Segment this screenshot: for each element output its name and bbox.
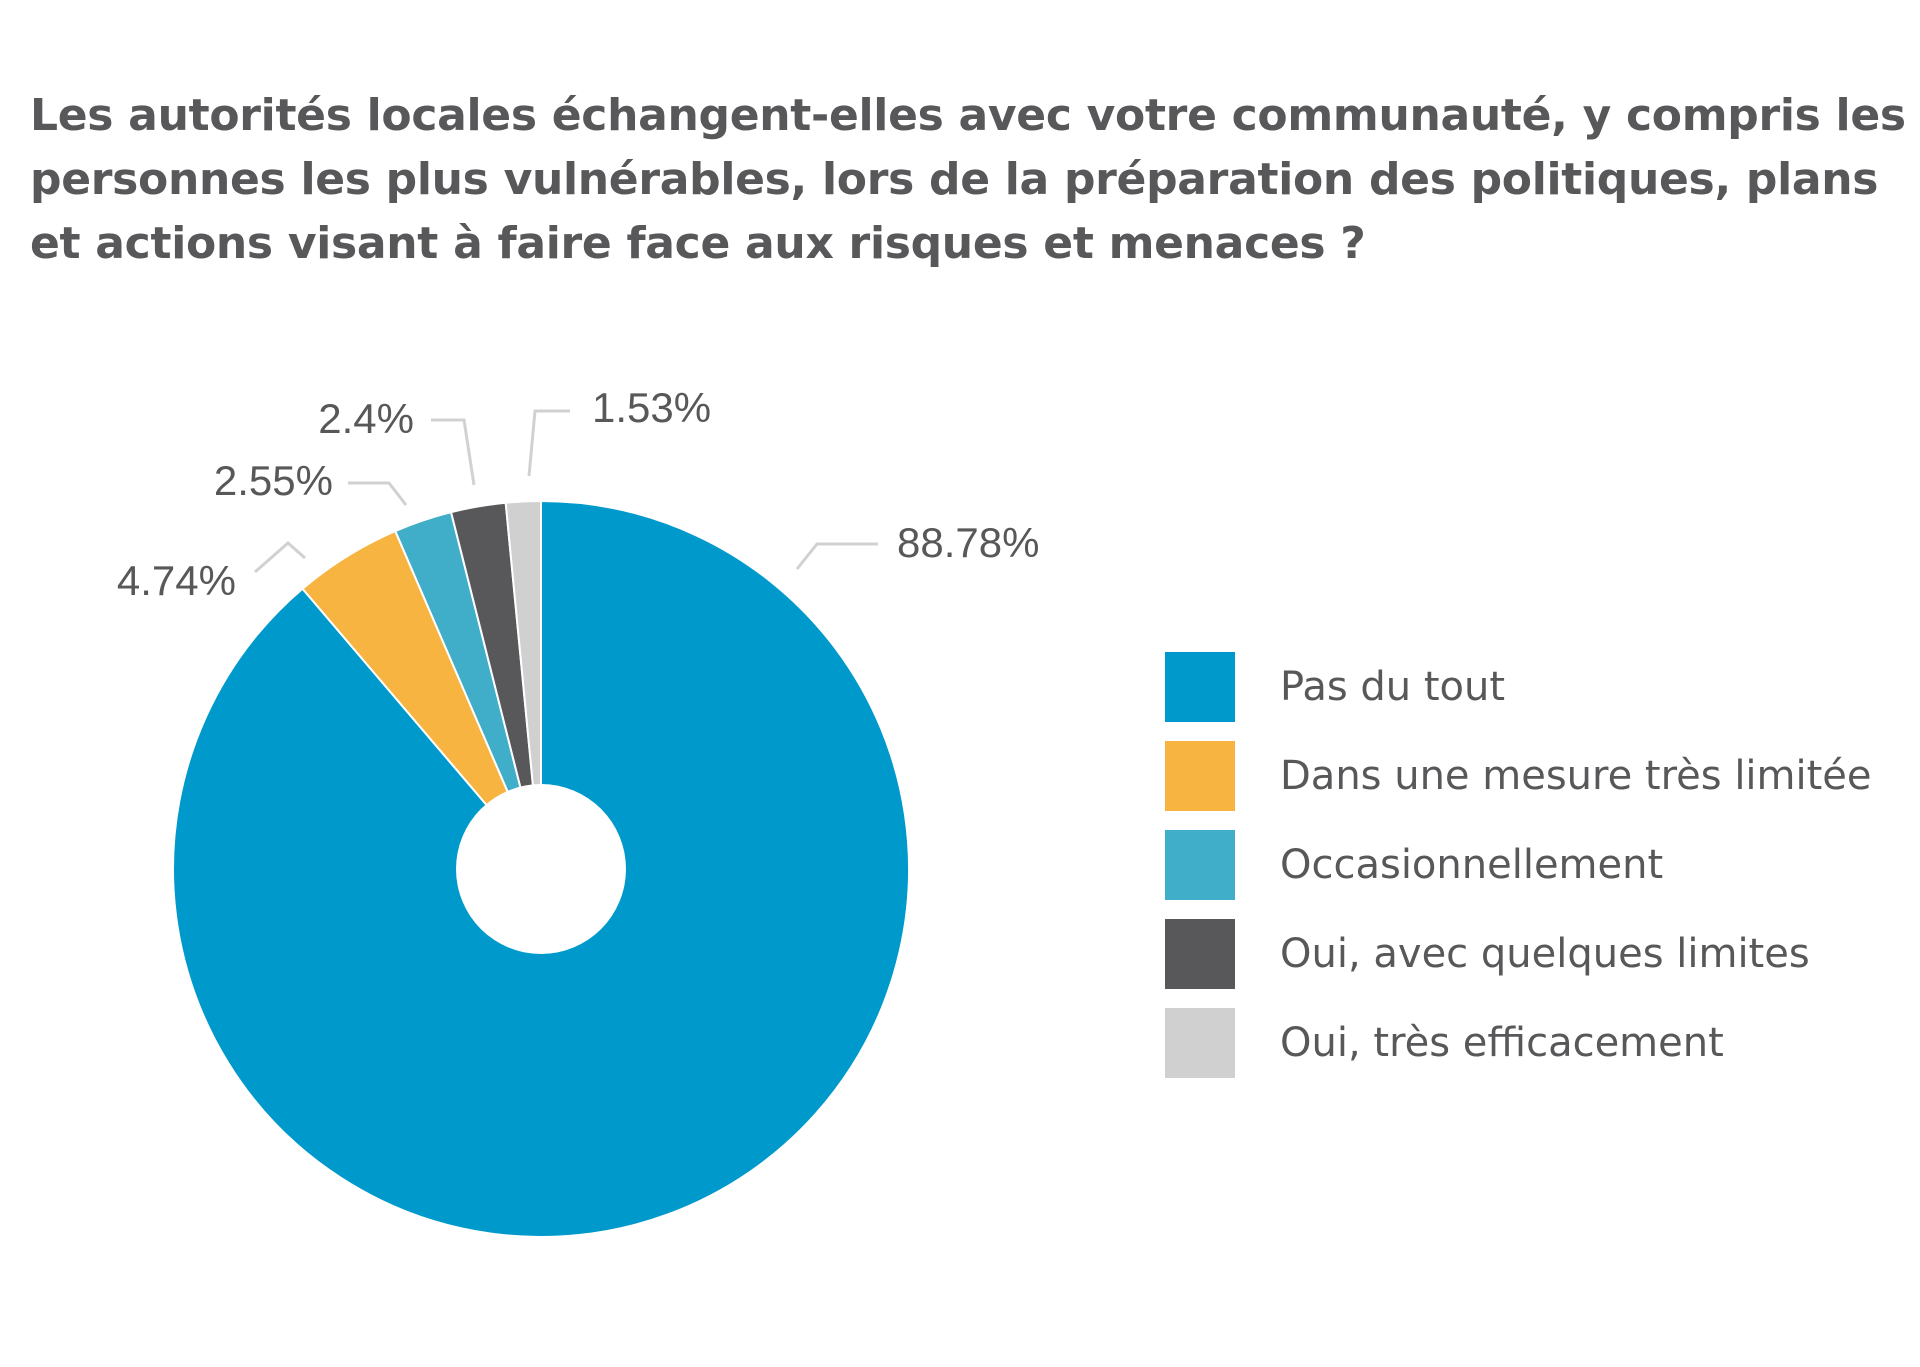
data-label-pas-du-tout: 88.78%	[897, 519, 1039, 566]
legend-label: Occasionnellement	[1280, 842, 1664, 888]
legend-label: Oui, avec quelques limites	[1280, 931, 1810, 977]
data-label-oui-tres-efficacement: 1.53%	[592, 384, 711, 431]
legend-label: Oui, très efficacement	[1280, 1020, 1724, 1066]
pie-slice-oui-tres-efficacement	[504, 499, 542, 870]
leader-line	[348, 481, 408, 506]
leader-line	[254, 541, 306, 574]
data-label-oui-avec-quelques-limites: 2.4%	[318, 395, 414, 442]
legend-swatch	[1165, 741, 1235, 811]
pie-slices	[172, 499, 910, 1238]
legend-swatch	[1165, 652, 1235, 722]
chart-title: Les autorités locales échangent-elles av…	[30, 90, 1906, 269]
legend: Pas du tout Dans une mesure très limitée…	[1165, 652, 1872, 1097]
legend-label: Dans une mesure très limitée	[1280, 753, 1872, 799]
leader-line	[431, 418, 476, 486]
donut-hole	[456, 784, 626, 954]
legend-item-tres-efficacement: Oui, très efficacement	[1165, 1008, 1872, 1078]
legend-item-occasionnellement: Occasionnellement	[1165, 830, 1872, 900]
legend-swatch	[1165, 919, 1235, 989]
data-label-occasionnellement: 2.55%	[214, 457, 333, 504]
legend-item-quelques-limites: Oui, avec quelques limites	[1165, 919, 1872, 989]
legend-swatch	[1165, 830, 1235, 900]
legend-label: Pas du tout	[1280, 664, 1506, 710]
leader-line	[795, 542, 878, 570]
data-label-dans-une-mesure-tres-limitee: 4.74%	[117, 557, 236, 604]
legend-item-pas-du-tout: Pas du tout	[1165, 652, 1872, 722]
data-labels: 88.78% 4.74% 2.55% 2.4% 1.53%	[117, 384, 1040, 604]
legend-item-tres-limitee: Dans une mesure très limitée	[1165, 741, 1872, 811]
legend-swatch	[1165, 1008, 1235, 1078]
leader-line	[527, 409, 570, 477]
pie-slice-pas-du-tout	[172, 499, 910, 1238]
